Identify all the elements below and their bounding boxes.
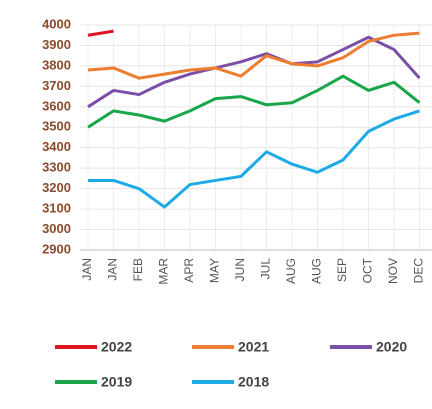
y-tick-label: 3500 <box>42 119 71 134</box>
x-tick-label: JUN <box>233 258 247 281</box>
series-line <box>87 35 421 109</box>
x-tick-label: SEP <box>335 258 349 282</box>
x-tick-label: AUG <box>310 258 324 284</box>
x-tick-label: JAN <box>106 258 120 281</box>
legend-label: 2019 <box>101 374 132 390</box>
x-tick-label: JAN <box>80 258 94 281</box>
x-tick-label: DEC <box>412 258 426 284</box>
legend-label: 2022 <box>101 339 132 355</box>
y-tick-label: 3600 <box>42 98 71 113</box>
legend-label: 2020 <box>376 339 407 355</box>
y-tick-label: 3900 <box>42 37 71 52</box>
x-tick-label: AUG <box>284 258 298 284</box>
x-tick-label: MAR <box>157 258 171 285</box>
y-tick-label: 3000 <box>42 221 71 236</box>
y-tick-label: 3300 <box>42 160 71 175</box>
y-tick-label: 3400 <box>42 139 71 154</box>
legend-label: 2021 <box>238 339 269 355</box>
x-tick-label: OCT <box>361 257 375 283</box>
x-tick-label: FEB <box>131 258 145 281</box>
series-line <box>87 29 114 37</box>
x-tick-label: JUL <box>259 258 273 280</box>
x-tick-label: MAY <box>208 258 222 283</box>
y-tick-label: 3100 <box>42 201 71 216</box>
y-tick-label: 3200 <box>42 180 71 195</box>
y-tick-label: 4000 <box>42 16 71 31</box>
y-tick-label: 3700 <box>42 78 71 93</box>
y-tick-label: 3800 <box>42 57 71 72</box>
y-tick-label: 2900 <box>42 241 71 256</box>
x-tick-label: APR <box>182 258 196 283</box>
series-line <box>88 109 420 209</box>
series-line <box>87 31 420 80</box>
legend-label: 2018 <box>238 374 269 390</box>
x-tick-label: NOV <box>386 258 400 284</box>
series-line <box>87 74 421 129</box>
